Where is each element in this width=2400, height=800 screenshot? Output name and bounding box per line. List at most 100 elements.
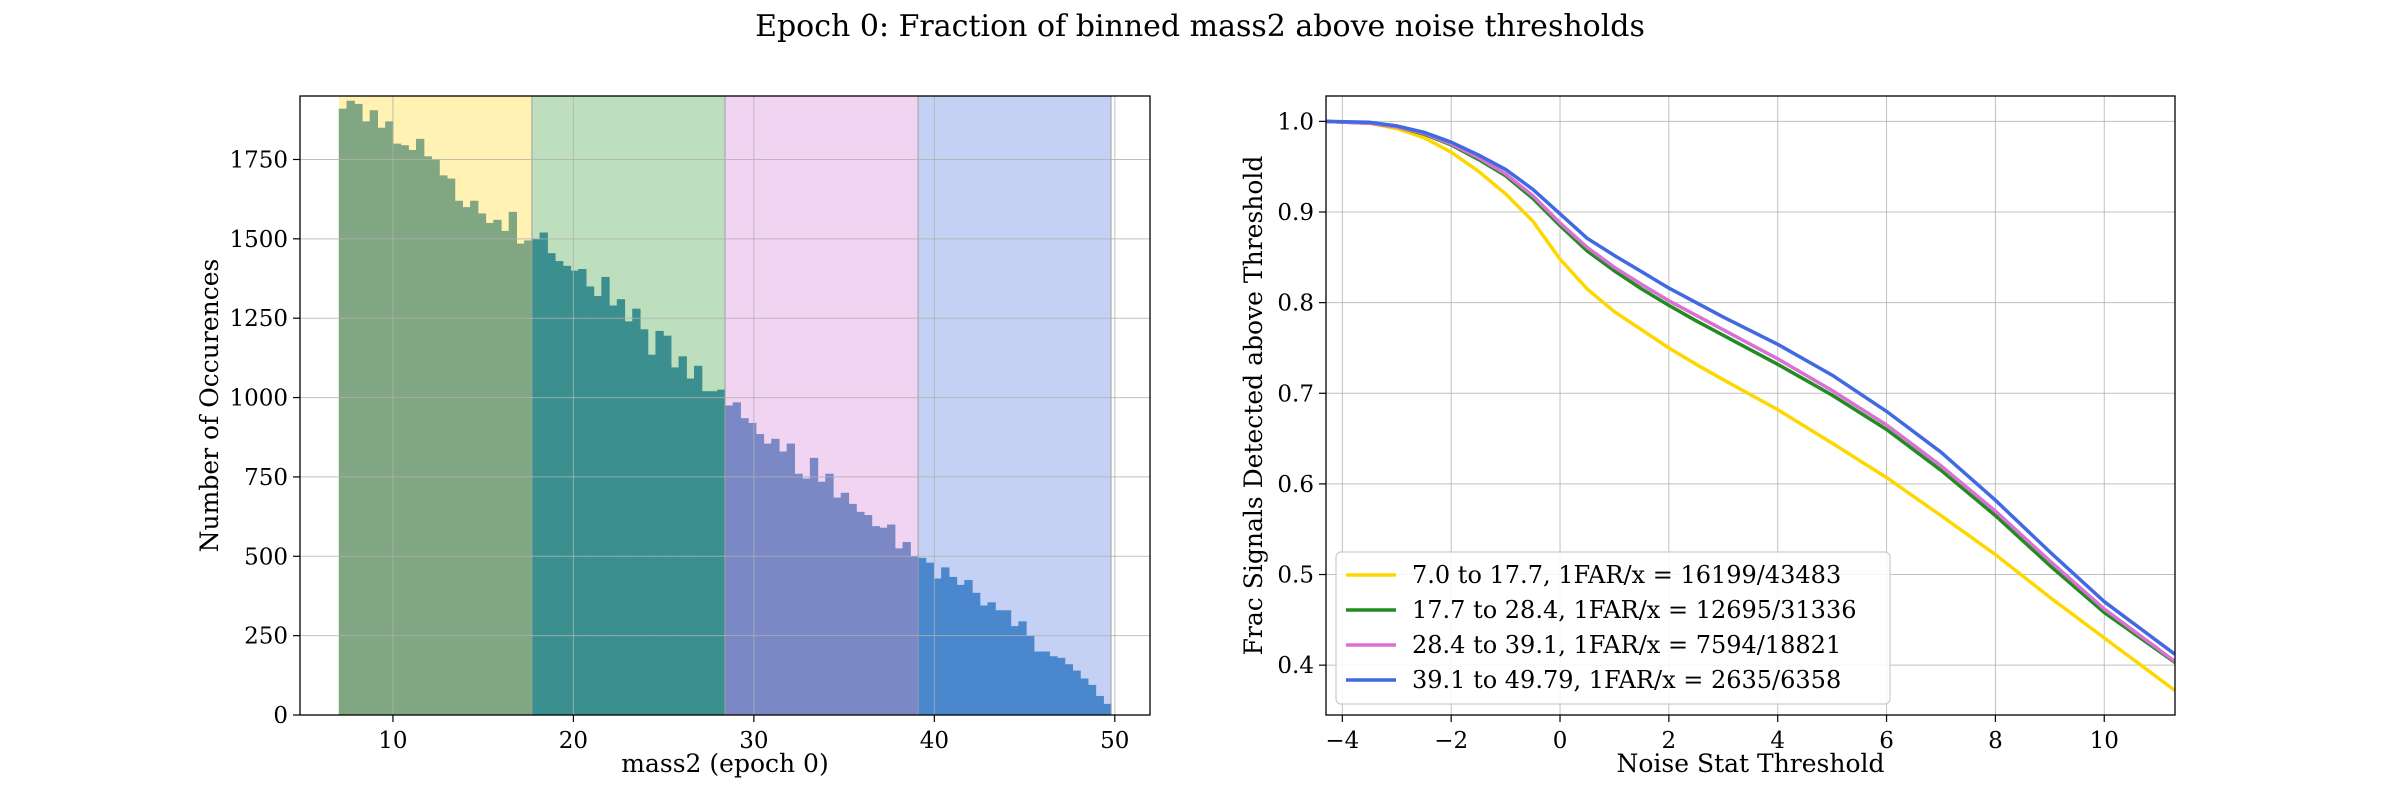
y-tick-label: 0.9	[1277, 200, 1314, 226]
histogram-bar	[987, 602, 996, 715]
x-tick-label: 8	[1988, 728, 2003, 754]
x-axis-label: Noise Stat Threshold	[1616, 749, 1884, 778]
histogram-bar	[701, 391, 711, 715]
histogram-bar	[717, 389, 726, 715]
histogram-bar	[377, 127, 386, 715]
histogram-bar	[346, 100, 355, 715]
legend: 7.0 to 17.7, 1FAR/x = 16199/43483 17.7 to…	[1335, 551, 1891, 705]
histogram-bar	[385, 121, 394, 715]
histogram-bar	[1103, 703, 1112, 715]
y-tick-label: 1.0	[1277, 109, 1314, 135]
axes-frame	[299, 95, 1151, 716]
y-tick-label: 1000	[229, 386, 288, 412]
legend-label: 28.4 to 39.1, 1FAR/x = 7594/18821	[1412, 631, 1841, 659]
histogram-bar	[771, 438, 780, 715]
histogram-bar	[400, 145, 409, 715]
histogram-bar	[1033, 651, 1043, 715]
histogram-bar	[524, 240, 533, 715]
histogram-bar	[500, 230, 510, 715]
histogram-bar	[1064, 664, 1074, 715]
histogram-bar	[817, 481, 826, 715]
x-tick-label: 50	[1100, 728, 1129, 754]
histogram-bar	[431, 159, 440, 715]
histogram-bar	[508, 211, 518, 715]
y-tick-label: 0.5	[1277, 563, 1314, 589]
legend-label: 17.7 to 28.4, 1FAR/x = 12695/31336	[1412, 596, 1857, 624]
histogram-bar	[740, 418, 749, 715]
x-tick-label: 6	[1879, 728, 1894, 754]
histogram-bar	[423, 156, 433, 716]
histogram-bar	[786, 443, 796, 715]
histogram-bar	[338, 108, 348, 715]
histogram-bar	[732, 402, 741, 715]
histogram-bar	[1072, 670, 1081, 715]
y-tick-label: 0.4	[1277, 653, 1314, 679]
figure-title: Epoch 0: Fraction of binned mass2 above …	[755, 9, 1645, 44]
histogram-bar	[562, 265, 572, 715]
histogram-bar	[879, 527, 888, 715]
histogram-bar	[933, 578, 942, 715]
histogram-bar	[516, 243, 525, 715]
y-tick-label: 1500	[229, 227, 288, 253]
y-tick-label: 1250	[229, 306, 288, 332]
histogram-bar	[1056, 657, 1066, 715]
series-line-0	[1326, 119, 2175, 692]
x-tick-label: 4	[1770, 728, 1785, 754]
histogram-bar	[655, 330, 664, 715]
y-tick-label: 0.6	[1277, 472, 1314, 498]
histogram-bar	[948, 576, 958, 715]
x-tick-label: 30	[739, 728, 768, 754]
histogram-bar	[585, 286, 595, 715]
histogram-bar	[647, 354, 657, 715]
x-tick-label: −4	[1325, 728, 1359, 754]
histogram-bar	[871, 526, 880, 715]
histogram-bar	[995, 610, 1004, 715]
histogram-bar	[794, 473, 803, 715]
y-tick-label: 750	[244, 465, 288, 491]
histogram-bar	[1018, 621, 1027, 715]
legend-label: 39.1 to 49.79, 1FAR/x = 2635/6358	[1412, 666, 1841, 694]
legend-box	[1335, 551, 1891, 705]
histogram-bar	[778, 451, 788, 715]
histogram-bar	[555, 261, 564, 715]
x-tick-label: 0	[1553, 728, 1568, 754]
histogram-bar	[470, 200, 479, 715]
y-tick-label: 1750	[229, 147, 288, 173]
histogram-bar	[694, 365, 703, 715]
histogram-bar	[972, 592, 981, 715]
histogram-bar	[709, 391, 718, 715]
histogram-bar	[956, 584, 965, 715]
histogram-bar	[369, 110, 379, 716]
histogram-bar	[925, 562, 935, 715]
histogram-bar	[616, 299, 626, 715]
x-tick-label: 10	[2090, 728, 2119, 754]
histogram-bar	[724, 405, 734, 715]
histogram-bar	[392, 143, 402, 716]
histogram-bar	[748, 422, 757, 715]
histogram-bar	[848, 503, 857, 715]
histogram-bar	[833, 497, 842, 715]
x-axis-label: mass2 (epoch 0)	[621, 749, 828, 778]
histogram-bar	[570, 270, 579, 715]
histogram-bar	[624, 321, 633, 715]
histogram-bar	[941, 567, 950, 715]
histogram-bar	[539, 232, 548, 715]
histogram-bar	[964, 580, 973, 715]
y-tick-label: 0.7	[1277, 381, 1314, 407]
x-tick-label: −2	[1434, 728, 1468, 754]
histogram-bar	[639, 329, 649, 715]
histogram-bar	[1095, 695, 1104, 715]
histogram-bar	[802, 478, 811, 715]
series-line-3	[1326, 119, 2175, 656]
histogram-bar	[601, 276, 610, 715]
histogram-bar	[454, 200, 463, 715]
y-tick-label: 0	[273, 703, 288, 729]
histogram-bar	[1080, 678, 1089, 715]
histogram-bar	[1087, 684, 1097, 715]
histogram-bar	[863, 515, 873, 715]
histogram-bar	[1041, 651, 1050, 715]
histogram-bar	[763, 443, 772, 715]
histogram-bar	[887, 524, 896, 715]
histogram-bar	[632, 308, 641, 715]
